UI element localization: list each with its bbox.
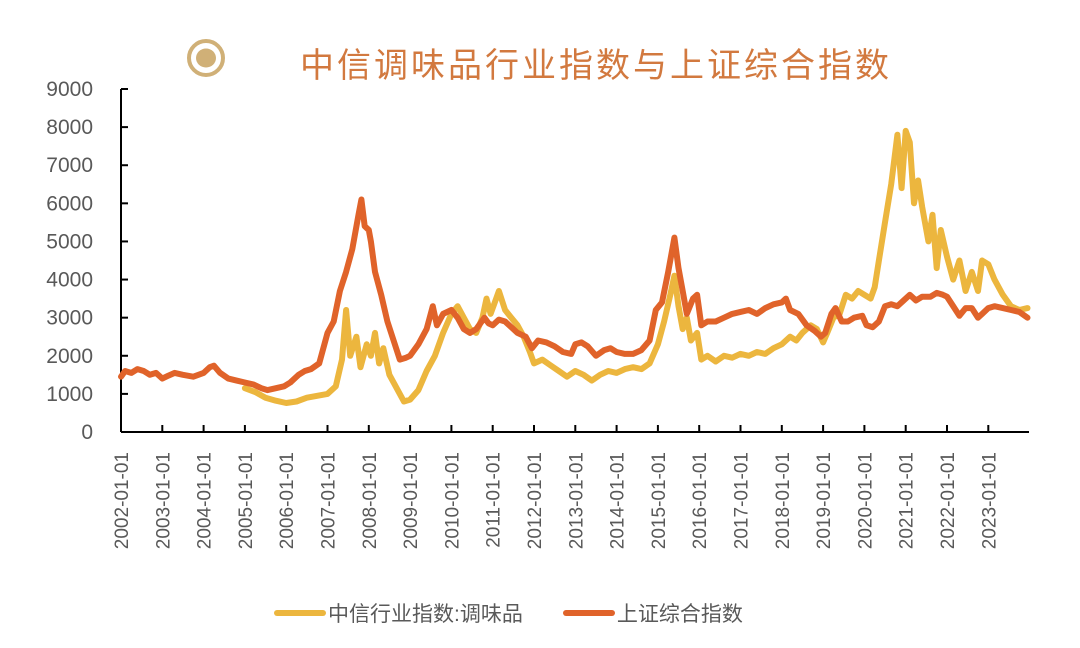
x-tick-label: 2010-01-01: [442, 452, 463, 549]
x-tick-label: 2022-01-01: [938, 452, 959, 549]
y-tick-label: 9000: [46, 78, 93, 101]
legend-label-seasoning: 中信行业指数:调味品: [328, 603, 523, 626]
x-tick-label: 2006-01-01: [277, 452, 298, 549]
x-tick-label: 2018-01-01: [773, 452, 794, 549]
y-tick-label: 0: [81, 421, 93, 444]
x-axis: 2002-01-01 2003-01-01 2004-01-01 2005-01-01…: [112, 425, 1029, 549]
x-tick-label: 2015-01-01: [649, 452, 670, 549]
y-tick-label: 7000: [46, 154, 93, 177]
x-tick-label: 2011-01-01: [484, 452, 505, 548]
y-tick-label: 8000: [46, 116, 93, 139]
x-tick-label: 2017-01-01: [732, 452, 753, 549]
legend-swatch-seasoning: [274, 610, 326, 616]
x-tick-label: 2012-01-01: [525, 452, 546, 549]
x-tick-label: 2021-01-01: [897, 452, 918, 549]
legend-label-shanghai: 上证综合指数: [616, 603, 743, 626]
series-lines: [118, 127, 1031, 406]
y-tick-label: 5000: [46, 230, 93, 253]
x-tick-label: 2005-01-01: [236, 452, 257, 549]
x-tick-label: 2008-01-01: [360, 452, 381, 549]
chart-title: 中信调味品行业指数与上证综合指数: [300, 46, 892, 86]
x-tick-label: 2023-01-01: [979, 452, 1000, 549]
y-tick-label: 2000: [46, 345, 93, 368]
x-tick-label: 2003-01-01: [153, 452, 174, 549]
chart-title-bar: 中信调味品行业指数与上证综合指数: [0, 14, 1080, 86]
x-tick-label: 2004-01-01: [195, 452, 216, 549]
y-tick-label: 6000: [46, 192, 93, 215]
series-seasoning-index-line: [241, 127, 1031, 406]
x-tick-label: 2009-01-01: [401, 452, 422, 549]
y-tick-label: 4000: [46, 269, 93, 292]
x-tick-label: 2020-01-01: [855, 452, 876, 549]
x-tick-label: 2013-01-01: [566, 452, 587, 549]
legend-item-shanghai-composite: 上证综合指数: [562, 598, 743, 628]
y-axis: 0 1000 2000 3000 4000 5000 6000 7000 8000 9000: [46, 78, 128, 444]
x-tick-label: 2019-01-01: [814, 452, 835, 549]
x-tick-label: 2016-01-01: [690, 452, 711, 549]
x-tick-label: 2014-01-01: [608, 452, 629, 549]
y-tick-label: 1000: [46, 383, 93, 406]
series-shanghai-composite-line: [118, 196, 1031, 394]
legend-swatch-shanghai: [562, 610, 615, 616]
target-circle-icon: [187, 39, 225, 77]
legend-item-seasoning-index: 中信行业指数:调味品: [274, 598, 523, 628]
y-tick-label: 3000: [46, 307, 93, 330]
legend: 中信行业指数:调味品 上证综合指数: [274, 598, 783, 628]
x-tick-label: 2002-01-01: [112, 452, 133, 549]
x-tick-label: 2007-01-01: [319, 452, 340, 549]
